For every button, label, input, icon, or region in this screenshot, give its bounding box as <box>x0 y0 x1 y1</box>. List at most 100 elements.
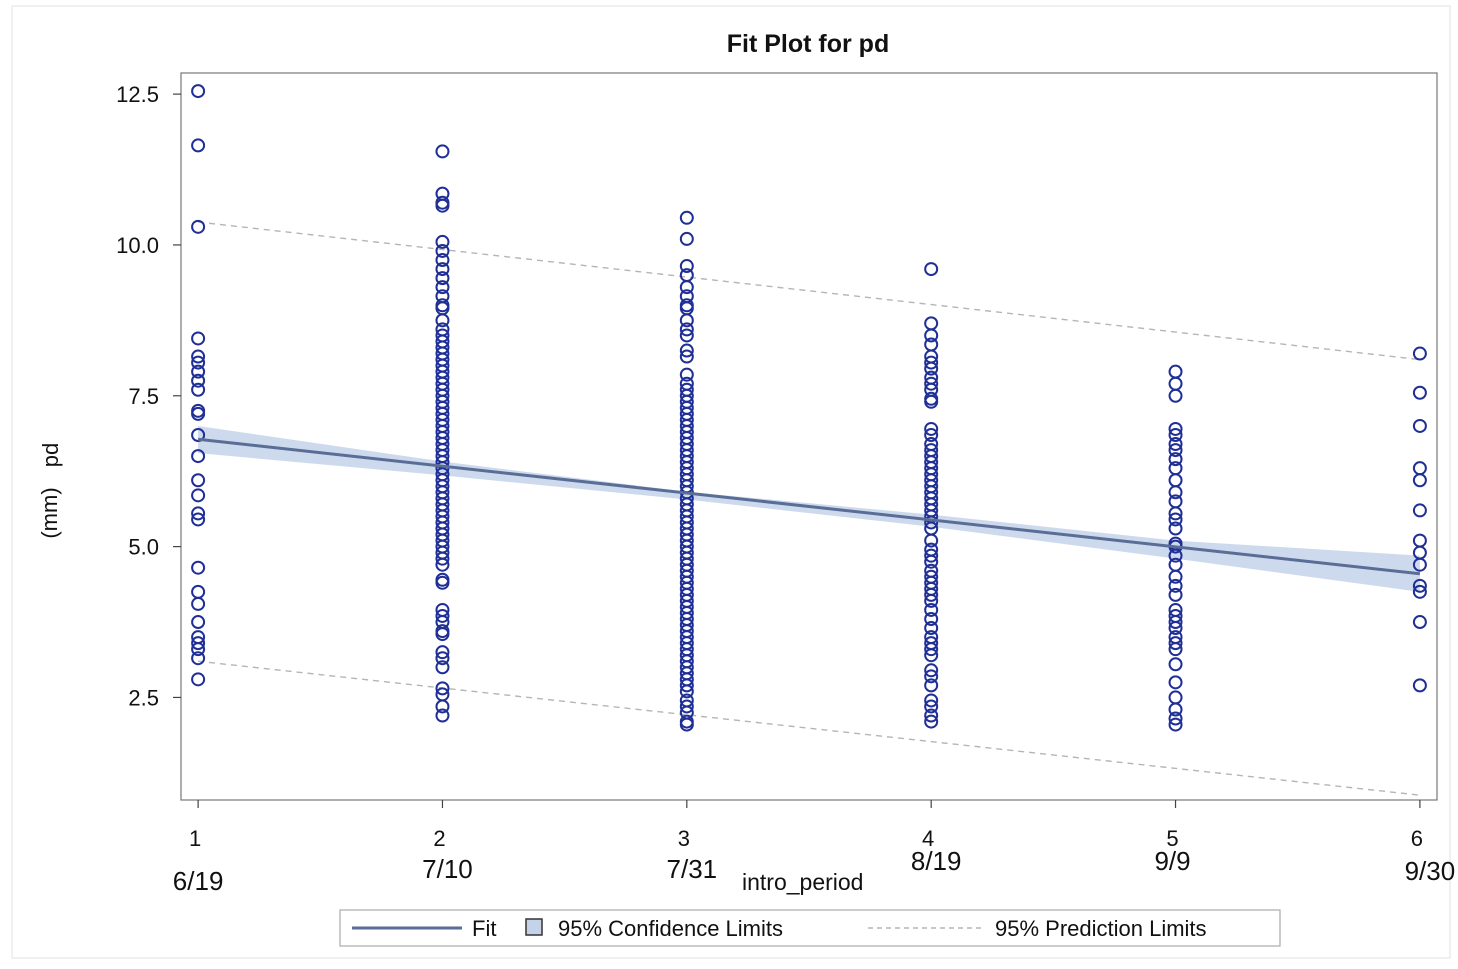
data-point <box>191 651 206 666</box>
data-point <box>191 473 206 488</box>
data-point <box>435 262 450 277</box>
data-point <box>435 198 450 213</box>
data-point <box>1168 702 1183 717</box>
data-point <box>191 672 206 687</box>
data-point <box>435 651 450 666</box>
data-point <box>924 421 939 436</box>
data-point <box>679 343 694 358</box>
data-point <box>435 313 450 328</box>
data-point <box>1168 636 1183 651</box>
data-point <box>1168 427 1183 442</box>
legend-prediction-label: 95% Prediction Limits <box>995 916 1207 941</box>
data-point <box>679 231 694 246</box>
data-point <box>1412 418 1427 433</box>
confidence-band <box>198 425 1420 592</box>
y-axis-unit-label: (mm) <box>37 487 62 538</box>
data-point <box>924 708 939 723</box>
data-point <box>924 533 939 548</box>
data-point <box>435 645 450 660</box>
data-point <box>1412 385 1427 400</box>
data-point <box>1412 473 1427 488</box>
x-tick-label: 4 <box>922 826 934 851</box>
data-point <box>1168 437 1183 452</box>
data-point <box>1168 452 1183 467</box>
data-point <box>1168 388 1183 403</box>
date-label: 9/30 <box>1405 856 1456 886</box>
data-point <box>435 280 450 295</box>
data-point <box>191 355 206 370</box>
fit-line <box>197 437 1421 576</box>
data-point <box>924 548 939 563</box>
data-point <box>1168 521 1183 536</box>
data-point <box>435 681 450 696</box>
data-point <box>679 678 694 693</box>
data-point <box>191 427 206 442</box>
data-point <box>1168 569 1183 584</box>
date-label: 8/19 <box>911 846 962 876</box>
data-point <box>191 636 206 651</box>
data-point <box>1412 578 1427 593</box>
data-point <box>679 684 694 699</box>
legend-frame <box>339 909 1281 947</box>
data-point <box>1412 557 1427 572</box>
date-label: 9/9 <box>1154 846 1190 876</box>
prediction-lower-line <box>198 660 1420 796</box>
data-point <box>924 587 939 602</box>
data-point <box>679 699 694 714</box>
data-point <box>435 557 450 572</box>
data-point <box>191 596 206 611</box>
data-point <box>1168 421 1183 436</box>
data-point <box>191 512 206 527</box>
data-point <box>1168 717 1183 732</box>
data-point <box>924 602 939 617</box>
y-tick-label: 12.5 <box>116 82 159 107</box>
data-point <box>1412 584 1427 599</box>
x-axis-label: intro_period <box>742 869 863 895</box>
data-point <box>1168 485 1183 500</box>
data-point <box>679 717 694 732</box>
data-point <box>924 376 939 391</box>
data-point <box>924 394 939 409</box>
data-point <box>679 349 694 364</box>
data-point <box>1168 615 1183 630</box>
data-point <box>191 406 206 421</box>
data-point <box>679 313 694 328</box>
data-point <box>924 361 939 376</box>
y-tick-label: 5.0 <box>128 535 159 560</box>
data-point <box>191 560 206 575</box>
data-point <box>435 253 450 268</box>
legend: Fit 95% Confidence Limits 95% Prediction… <box>339 909 1281 947</box>
data-point <box>679 210 694 225</box>
data-point <box>924 262 939 277</box>
data-point <box>191 488 206 503</box>
data-point <box>1412 615 1427 630</box>
plot-area <box>180 72 1438 801</box>
data-point <box>435 699 450 714</box>
y-axis: 2.5 5.0 7.5 10.0 12.5 <box>116 82 181 710</box>
fit-line-layer <box>197 437 1421 576</box>
x-tick-label: 1 <box>189 826 201 851</box>
data-point <box>191 642 206 657</box>
x-axis: 1 2 3 4 5 6 <box>189 800 1423 851</box>
data-point <box>191 373 206 388</box>
data-point <box>435 608 450 623</box>
data-point <box>191 364 206 379</box>
data-point <box>1168 578 1183 593</box>
plot-frame <box>180 72 1438 801</box>
data-point <box>924 642 939 657</box>
y-tick-label: 7.5 <box>128 384 159 409</box>
data-point <box>924 515 939 530</box>
data-point <box>435 627 450 642</box>
data-point <box>924 328 939 343</box>
data-point <box>924 612 939 627</box>
data-point <box>1168 443 1183 458</box>
data-point <box>435 660 450 675</box>
data-point <box>191 382 206 397</box>
data-point <box>1168 621 1183 636</box>
data-point <box>435 708 450 723</box>
data-point <box>924 714 939 729</box>
data-point <box>435 551 450 566</box>
date-label: 6/19 <box>173 866 224 896</box>
